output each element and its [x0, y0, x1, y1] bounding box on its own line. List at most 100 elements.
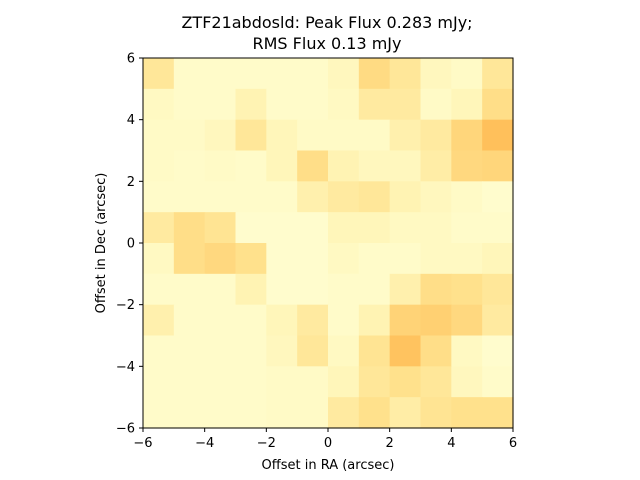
heatmap-cell: [358, 181, 391, 213]
heatmap-cell: [235, 88, 267, 121]
heatmap-cell: [235, 181, 267, 213]
heatmap-cell: [420, 273, 452, 306]
heatmap-cell: [143, 243, 175, 275]
heatmap-cell: [358, 243, 391, 275]
y-tick-label: −2: [116, 298, 135, 313]
heatmap-cell: [173, 119, 206, 152]
heatmap-cell: [389, 304, 422, 337]
heatmap-cell: [482, 58, 514, 90]
heatmap-cell: [297, 304, 329, 337]
heatmap-cell: [482, 150, 514, 182]
chart-title-line-1: ZTF21abdosld: Peak Flux 0.283 mJy;: [181, 13, 472, 32]
heatmap-cell: [328, 150, 360, 182]
heatmap-cell: [143, 304, 175, 337]
heatmap-cell: [143, 273, 175, 306]
heatmap-cell: [173, 397, 206, 429]
heatmap-cell: [297, 243, 329, 275]
heatmap-cell: [451, 181, 483, 213]
heatmap-cell: [173, 273, 206, 306]
heatmap-cell: [328, 88, 360, 121]
heatmap-cell: [266, 58, 298, 90]
heatmap-cell: [297, 88, 329, 121]
heatmap-cell: [420, 397, 452, 429]
heatmap-cell: [328, 304, 360, 337]
heatmap-cell: [358, 58, 391, 90]
heatmap-cell: [451, 58, 483, 90]
heatmap-cell: [297, 397, 329, 429]
heatmap-cell: [358, 335, 391, 367]
y-tick-label: 6: [127, 52, 135, 67]
heatmap-cell: [204, 119, 237, 152]
heatmap-cell: [482, 304, 514, 337]
heatmap-cell: [358, 150, 391, 182]
heatmap-cell: [266, 335, 298, 367]
heatmap-cell: [358, 212, 391, 244]
heatmap-cell: [266, 273, 298, 306]
heatmap-cell: [297, 119, 329, 152]
heatmap-cell: [173, 243, 206, 275]
y-tick-label: −4: [116, 360, 135, 375]
heatmap-cell: [204, 243, 237, 275]
heatmap-cell: [297, 366, 329, 398]
chart-title-line-2: RMS Flux 0.13 mJy: [253, 34, 402, 53]
heatmap-cell: [482, 397, 514, 429]
heatmap-cell: [235, 335, 267, 367]
heatmap-cell: [420, 150, 452, 182]
heatmap-cell: [389, 366, 422, 398]
heatmap-cell: [173, 58, 206, 90]
y-tick-label: 0: [127, 237, 135, 252]
heatmap-cell: [328, 335, 360, 367]
heatmap-cell: [482, 119, 514, 152]
heatmap-cell: [389, 212, 422, 244]
heatmap-cell: [143, 212, 175, 244]
y-tick-label: 4: [127, 113, 135, 128]
heatmap-cell: [358, 366, 391, 398]
heatmap-cell: [266, 397, 298, 429]
heatmap-cell: [389, 335, 422, 367]
heatmap-cell: [143, 58, 175, 90]
heatmap-cell: [143, 88, 175, 121]
heatmap-cell: [173, 366, 206, 398]
heatmap-cell: [266, 119, 298, 152]
heatmap-cell: [204, 273, 237, 306]
heatmap-cell: [420, 212, 452, 244]
heatmap-cell: [389, 181, 422, 213]
heatmap-cell: [143, 181, 175, 213]
heatmap-cell: [328, 366, 360, 398]
heatmap-cell: [451, 273, 483, 306]
heatmap-cell: [451, 212, 483, 244]
x-tick-label: −2: [257, 436, 276, 451]
heatmap-cell: [173, 212, 206, 244]
heatmap-cell: [173, 150, 206, 182]
heatmap-cell: [358, 273, 391, 306]
heatmap-cell: [297, 273, 329, 306]
heatmap-cell: [358, 88, 391, 121]
heatmap-cell: [389, 273, 422, 306]
heatmap-cell: [328, 212, 360, 244]
heatmap-cell: [173, 88, 206, 121]
heatmap-cell: [235, 58, 267, 90]
heatmap-cell: [358, 119, 391, 152]
heatmap-cell: [235, 150, 267, 182]
heatmap-cell: [420, 366, 452, 398]
heatmap-cell: [297, 150, 329, 182]
heatmap-cell: [482, 273, 514, 306]
heatmap-cell: [482, 335, 514, 367]
heatmap-cell: [420, 88, 452, 121]
heatmap-cell: [143, 335, 175, 367]
heatmap-cell: [451, 366, 483, 398]
heatmap-cell: [266, 88, 298, 121]
x-tick-label: −6: [133, 436, 152, 451]
heatmap-cells: [143, 58, 514, 429]
heatmap-cell: [143, 150, 175, 182]
heatmap-cell: [204, 397, 237, 429]
heatmap-cell: [173, 335, 206, 367]
heatmap-cell: [420, 181, 452, 213]
y-tick-label: −6: [116, 422, 135, 437]
heatmap-cell: [451, 397, 483, 429]
heatmap-cell: [328, 397, 360, 429]
heatmap-cell: [482, 181, 514, 213]
heatmap-cell: [235, 273, 267, 306]
heatmap-cell: [143, 119, 175, 152]
